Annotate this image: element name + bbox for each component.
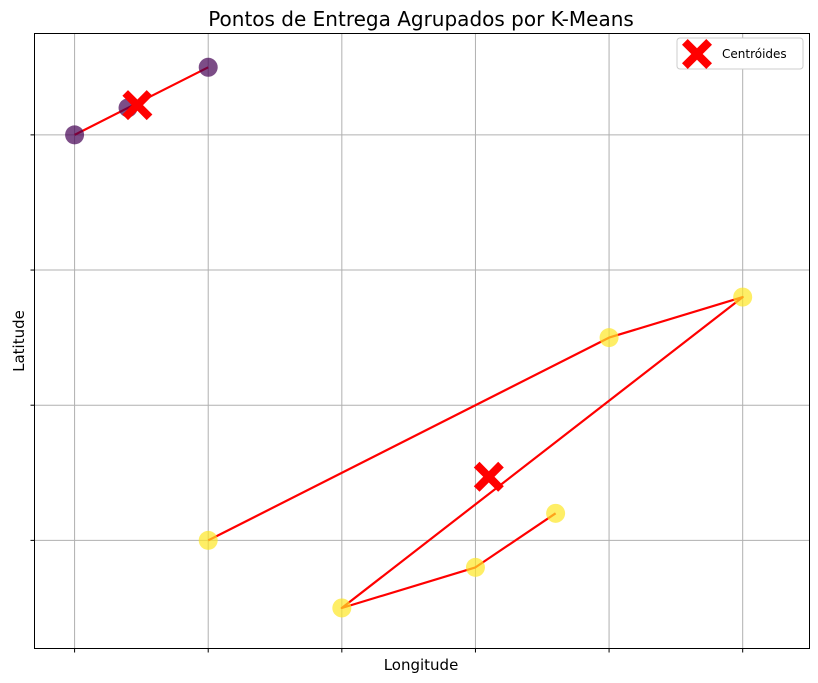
legend: Centróides <box>676 37 804 70</box>
centroid-1-x-icon <box>473 461 504 492</box>
cluster-0-point <box>198 57 218 77</box>
grid-lines <box>34 33 810 649</box>
cluster-paths <box>74 66 744 610</box>
plot-frame <box>34 33 810 649</box>
cluster-1-point <box>465 557 485 577</box>
data-points <box>65 57 753 618</box>
chart-title: Pontos de Entrega Agrupados por K-Means <box>208 7 634 31</box>
y-axis-label: Latitude <box>10 310 28 372</box>
cluster-0-point <box>65 125 85 145</box>
cluster-1-point <box>332 598 352 618</box>
axis-ticks <box>30 134 744 653</box>
cluster-1-point <box>733 287 753 307</box>
cluster-1-point <box>599 328 619 348</box>
centroid-0-x-icon <box>122 90 153 121</box>
x-axis-label: Longitude <box>384 656 459 674</box>
cluster-1-route-line <box>207 296 744 610</box>
legend-centroid-x-icon <box>682 39 712 69</box>
cluster-1-point <box>198 530 218 550</box>
centroid-markers <box>122 90 504 492</box>
legend-centroid-label: Centróides <box>722 47 787 61</box>
cluster-1-point <box>546 503 566 523</box>
